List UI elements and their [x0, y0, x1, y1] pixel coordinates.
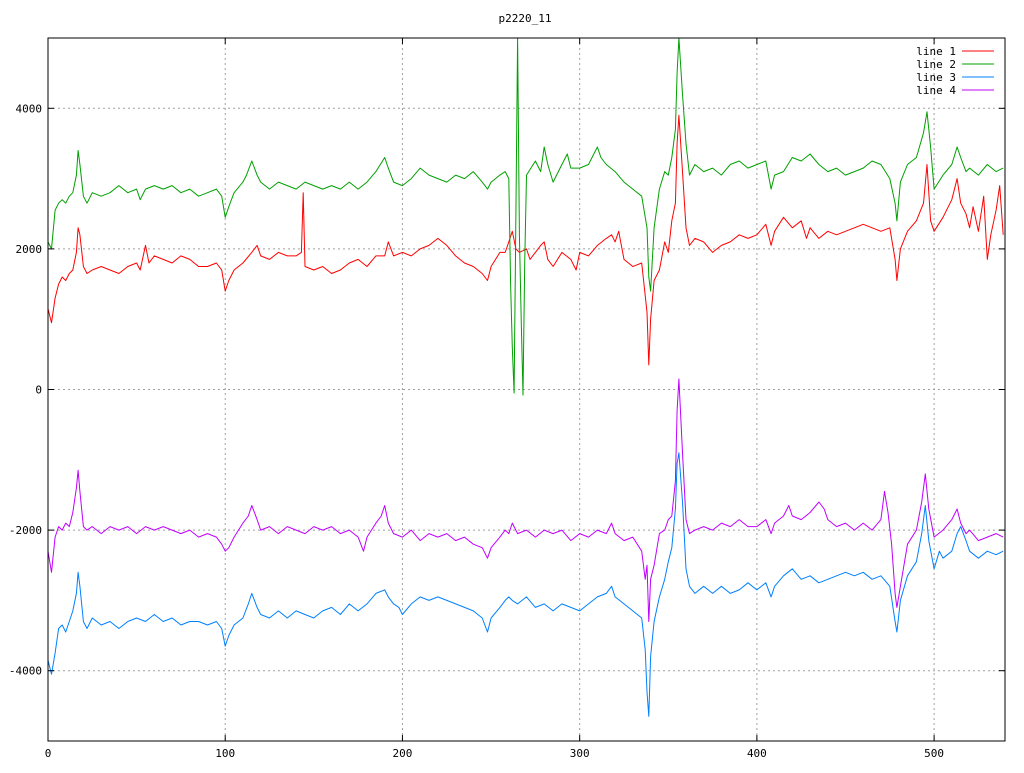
x-tick-label-1: 100: [215, 747, 235, 760]
series-line-3: [47, 452, 1004, 717]
y-tick-label-2: 0: [35, 384, 42, 397]
axis-ticks: 0 100 200 300 400 500 -4000 -2000 0 2000 4000: [9, 38, 1005, 760]
chart-title: p2220_11: [499, 12, 552, 25]
legend-label-1: line 1: [916, 45, 956, 58]
y-tick-label-4: 4000: [16, 102, 43, 115]
x-tick-label-2: 200: [393, 747, 413, 760]
series-line-4: [47, 378, 1004, 622]
grid-lines: [48, 38, 1005, 741]
series-line-1: [47, 114, 1004, 366]
legend-label-3: line 3: [916, 71, 956, 84]
y-tick-label-0: -4000: [9, 665, 42, 678]
x-tick-label-4: 400: [747, 747, 767, 760]
series-lines: [47, 37, 1004, 717]
y-tick-label-3: 2000: [16, 243, 43, 256]
x-tick-label-0: 0: [45, 747, 52, 760]
x-tick-label-5: 500: [924, 747, 944, 760]
legend-label-4: line 4: [916, 84, 956, 97]
y-tick-label-1: -2000: [9, 524, 42, 537]
x-tick-label-3: 300: [570, 747, 590, 760]
legend-label-2: line 2: [916, 58, 956, 71]
series-line-2: [47, 37, 1004, 396]
